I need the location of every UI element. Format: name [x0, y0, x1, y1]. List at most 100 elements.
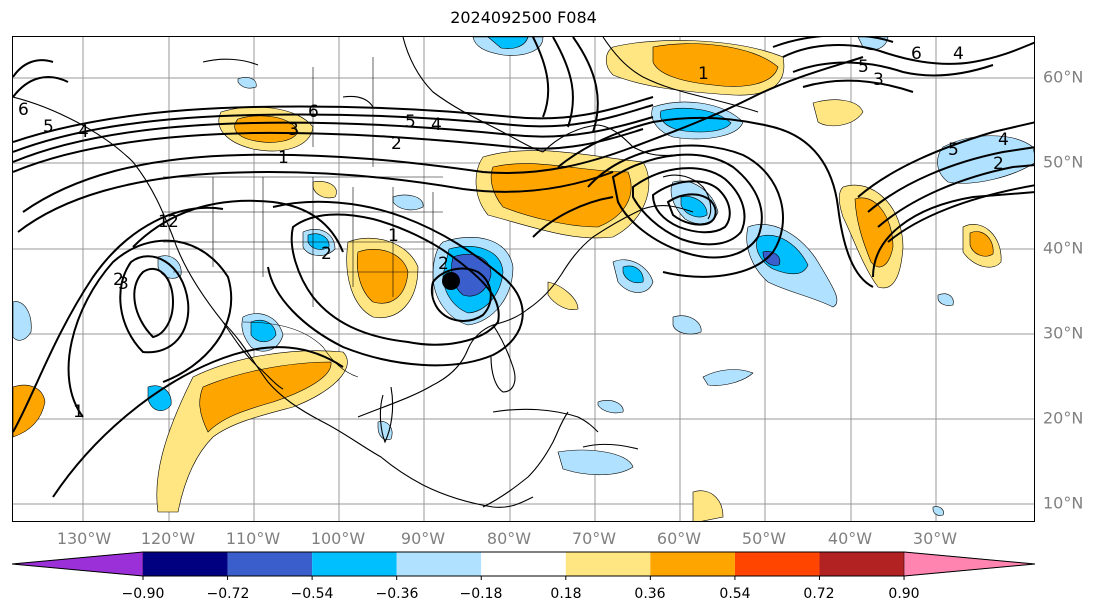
colorbar-segment — [227, 552, 313, 576]
contour-line — [290, 213, 500, 346]
contour-line — [532, 37, 550, 118]
colorbar-tick-label: −0.54 — [290, 586, 334, 602]
contour-label: 6 — [18, 100, 29, 120]
contour-label: 1 — [388, 226, 399, 246]
contour-line — [867, 146, 1034, 213]
pacific-coastline — [13, 96, 534, 508]
contour-label: 3 — [288, 120, 299, 140]
contour-label: 6 — [911, 44, 922, 64]
colorbar-segment — [143, 552, 228, 576]
positive-anomaly-region — [854, 197, 894, 268]
colorbar-extend-high — [903, 551, 1036, 577]
colorbar-segment — [396, 552, 482, 576]
contour-label: 2 — [438, 254, 449, 274]
contour-line — [782, 41, 1034, 65]
lon-label: 60°W — [656, 529, 702, 548]
colorbar-extend-low — [11, 551, 144, 577]
lat-label: 60°N — [1043, 67, 1084, 87]
contour-label: 2 — [391, 134, 402, 154]
positive-anomaly-region — [13, 384, 46, 438]
negative-anomaly-region — [147, 385, 172, 411]
contour-line — [13, 116, 654, 163]
negative-anomaly-region — [557, 449, 634, 476]
positive-anomaly-region — [692, 490, 724, 521]
colorbar-segment — [481, 552, 566, 576]
colorbar-segment — [819, 552, 905, 576]
baja-coastline — [222, 321, 284, 390]
state-border — [163, 211, 443, 273]
negative-anomaly-region — [702, 369, 754, 386]
coastlines — [13, 37, 759, 508]
contour-line — [802, 79, 914, 93]
contour-line — [267, 200, 524, 367]
contour-line — [119, 255, 190, 354]
colorbar-tick-label: 0.72 — [803, 586, 835, 602]
positive-anomaly-region — [652, 43, 779, 87]
negative-anomaly-region — [487, 37, 529, 49]
positive-anomaly-region — [812, 99, 864, 127]
lon-label: 70°W — [571, 529, 617, 548]
shaded-anomalies — [13, 37, 1034, 521]
contour-line — [772, 37, 894, 48]
gulf-atlantic-coastline — [357, 205, 694, 418]
province-border — [312, 57, 374, 167]
contour-label: 1 — [278, 148, 289, 168]
storm-center-marker — [442, 272, 460, 290]
contour-label: 4 — [78, 122, 89, 142]
colorbar-tick-label: 0.18 — [550, 586, 582, 602]
yucatan-coastline — [379, 386, 394, 444]
positive-anomaly-region — [356, 249, 409, 304]
lat-label: 20°N — [1043, 408, 1084, 428]
contour-label: 2 — [321, 244, 332, 264]
contour-line — [13, 206, 224, 433]
contour-line — [877, 164, 1034, 228]
contour-label: 1 — [73, 402, 84, 422]
colorbar-segment — [565, 552, 651, 576]
contour-label: 3 — [118, 274, 129, 294]
contour-line — [133, 267, 175, 339]
contour-label: 5 — [858, 57, 869, 77]
colorbar-segment — [650, 552, 735, 576]
contour-line — [13, 128, 644, 173]
cuba-coastline — [492, 408, 599, 433]
contour-label: 4 — [431, 115, 442, 135]
northern-island — [202, 58, 259, 66]
greenland-coast — [602, 37, 759, 113]
colorbar-tick-label: 0.36 — [634, 586, 666, 602]
contour-line — [52, 346, 344, 498]
contour-label: 3 — [873, 70, 884, 90]
contour-line — [651, 180, 731, 234]
lat-label: 40°N — [1043, 238, 1084, 258]
lon-label: 50°W — [741, 529, 787, 548]
positive-anomaly-region — [199, 361, 332, 433]
contour-line — [887, 184, 1034, 243]
contour-label: 5 — [948, 140, 959, 160]
contour-label: 5 — [405, 112, 416, 132]
northern-island — [342, 95, 374, 108]
negative-anomaly-region — [672, 315, 702, 335]
contour-line — [532, 196, 614, 238]
contour-line — [792, 61, 994, 77]
positive-anomaly-region — [312, 181, 337, 199]
contour-line — [611, 153, 763, 259]
contour-line — [572, 37, 599, 133]
negative-anomaly-region — [622, 265, 644, 284]
contour-labels: 6 5 4 1 2 6 3 5 4 2 1 2 3 1 2 1 3 5 6 4 … — [18, 44, 1009, 422]
contour-line — [557, 116, 874, 288]
contour-line — [13, 96, 654, 143]
map-panel: 6 5 4 1 2 6 3 5 4 2 1 2 3 1 2 1 3 5 6 4 … — [12, 36, 1035, 522]
contour-line — [13, 59, 54, 78]
colorbar-tick-label: −0.18 — [459, 586, 503, 602]
contour-label: 2 — [113, 270, 124, 290]
negative-anomaly-region — [680, 196, 708, 218]
us-mexico-border — [242, 321, 359, 378]
negative-anomaly-region — [250, 319, 277, 343]
lon-label: 110°W — [225, 529, 281, 548]
negative-anomaly-region — [937, 135, 1034, 184]
colorbar-tick-label: 0.54 — [719, 586, 751, 602]
florida-coastline — [490, 324, 516, 393]
negative-anomaly-region — [932, 506, 944, 516]
colorbar-segment — [734, 552, 820, 576]
state-borders — [163, 57, 443, 378]
contour-label: 1 — [158, 212, 169, 232]
